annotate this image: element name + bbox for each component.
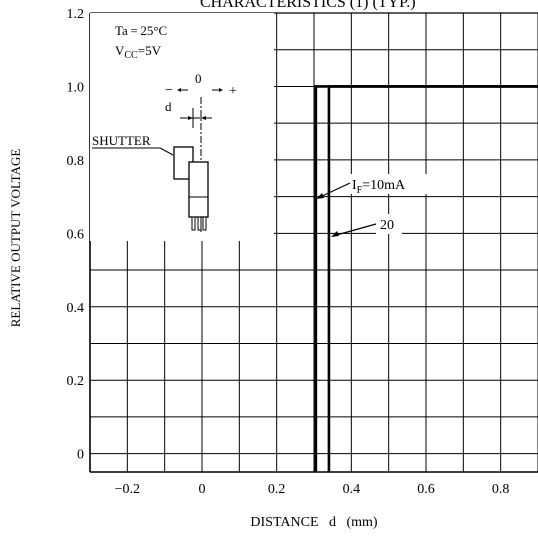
sensor-pin-3 bbox=[202, 216, 207, 231]
callout-2-bg bbox=[376, 214, 402, 234]
inset-d: d bbox=[165, 99, 172, 114]
arrow-right-icon bbox=[219, 88, 223, 92]
series-callouts: IF=10mA 20 bbox=[316, 174, 446, 237]
dim-arrow-icon bbox=[188, 116, 193, 120]
callout-1-bg bbox=[348, 174, 446, 194]
y-tick-label: 0.4 bbox=[67, 301, 85, 316]
inset-panel bbox=[90, 13, 274, 241]
y-tick-label: 1.0 bbox=[67, 80, 85, 95]
y-tick-label: 0 bbox=[77, 448, 84, 463]
callout-2-leader bbox=[332, 223, 377, 237]
x-axis-label: DISTANCE d (mm) bbox=[250, 515, 378, 530]
callout-1-leader bbox=[317, 182, 351, 199]
callout-2-arrow-icon bbox=[331, 231, 339, 237]
y-tick-labels: 0 0.2 0.4 0.6 0.8 1.0 1.2 bbox=[67, 7, 85, 463]
y-tick-label: 1.2 bbox=[67, 7, 85, 22]
sensor-body bbox=[188, 161, 209, 218]
dim-arrow2-icon bbox=[201, 116, 206, 120]
inset-diagram: Ta = 25°C VCC=5V − 0 + d SHUTTER bbox=[92, 23, 237, 232]
x-tick-labels: −0.2 0 0.2 0.4 0.6 0.8 bbox=[115, 482, 510, 497]
sensor-pin-1 bbox=[191, 216, 196, 231]
condition-ta: Ta = 25°C bbox=[115, 23, 167, 38]
y-tick-label: 0.6 bbox=[67, 227, 85, 242]
x-tick-label: 0.8 bbox=[492, 482, 510, 497]
inset-plus: + bbox=[229, 84, 237, 99]
inset-zero: 0 bbox=[195, 71, 202, 86]
callout-1-arrow-icon bbox=[316, 193, 324, 199]
x-tick-label: 0.2 bbox=[268, 482, 286, 497]
series-line-2 bbox=[327, 85, 538, 472]
y-axis-label: RELATIVE OUTPUT VOLTAGE bbox=[8, 149, 23, 328]
series-lines bbox=[314, 85, 538, 472]
chart-title: CHARACTERISTICS (1) (TYP.) bbox=[200, 0, 416, 11]
x-tick-label: −0.2 bbox=[115, 482, 140, 497]
callout-2-label: 20 bbox=[380, 218, 394, 233]
y-tick-label: 0.8 bbox=[67, 154, 85, 169]
callout-1-label: IF=10mA bbox=[352, 178, 406, 196]
y-tick-label: 0.2 bbox=[67, 374, 85, 389]
inset-minus: − bbox=[165, 83, 173, 98]
x-tick-label: 0.6 bbox=[417, 482, 435, 497]
arrow-left-icon bbox=[177, 88, 181, 92]
shutter-label: SHUTTER bbox=[92, 133, 151, 148]
x-tick-label: 0 bbox=[199, 482, 206, 497]
shutter-leader-2 bbox=[159, 147, 174, 156]
sensor-pin-2 bbox=[197, 216, 202, 231]
x-tick-label: 0.4 bbox=[343, 482, 361, 497]
series-line-1 bbox=[314, 85, 538, 472]
